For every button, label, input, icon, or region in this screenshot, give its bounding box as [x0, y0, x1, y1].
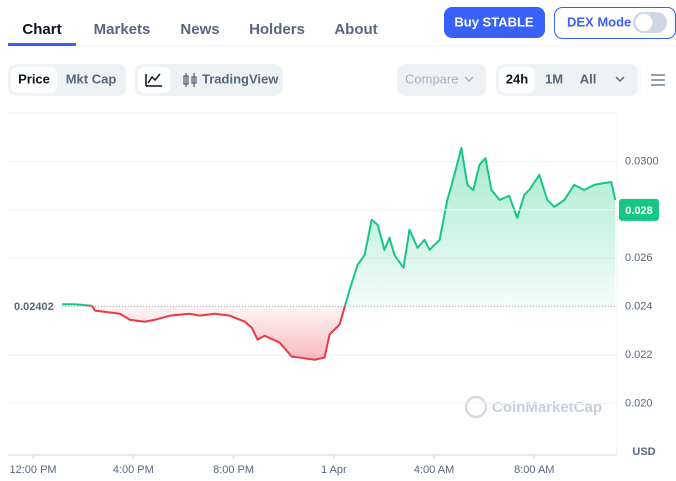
tab[interactable]: Holders [249, 21, 305, 38]
compare-label: Compare [405, 71, 458, 86]
price-button[interactable] [11, 67, 57, 93]
tab[interactable]: About [334, 21, 377, 38]
x-tick-label: 8:00 PM [213, 464, 254, 476]
active-tab-underline [8, 43, 76, 46]
range-label[interactable]: All [580, 71, 597, 86]
buy-button[interactable] [444, 7, 545, 38]
chart-type-group [135, 64, 283, 96]
tradingview-label[interactable]: TradingView [202, 71, 279, 86]
tab[interactable]: Chart [22, 21, 61, 38]
chevron [464, 76, 474, 83]
mkt-cap-label[interactable]: Mkt Cap [66, 71, 117, 86]
current-price-label: 0.028 [625, 205, 653, 217]
range-label[interactable]: 1M [545, 71, 563, 86]
current-price-badge [619, 198, 659, 221]
watermark: CoinMarketCap [492, 399, 602, 416]
x-tick-label: 8:00 AM [514, 464, 554, 476]
range-active[interactable] [499, 67, 535, 93]
price-label: Price [18, 71, 50, 86]
dex-mode-label: DEX Mode [567, 14, 631, 29]
x-tick-label: 12:00 PM [10, 464, 57, 476]
line-icon [145, 73, 162, 87]
y-tick-label: 0.022 [625, 349, 653, 361]
area [62, 147, 616, 360]
candle-icon [183, 73, 197, 87]
y-tick-label: 0.024 [625, 301, 653, 313]
x-tick-label: 4:00 PM [113, 464, 154, 476]
range-label[interactable]: 24h [506, 71, 528, 86]
tab[interactable]: News [180, 21, 219, 38]
watermark-logo [464, 395, 488, 419]
chevron [615, 76, 625, 83]
price-line [62, 146, 617, 361]
toggle-knob [635, 14, 653, 31]
baseline-label: 0.02402 [14, 301, 54, 313]
buy-button-label: Buy STABLE [454, 14, 534, 29]
tab[interactable]: Markets [94, 21, 151, 38]
compare-button[interactable] [397, 64, 486, 96]
y-tick-label: 0.020 [625, 397, 653, 409]
x-tick-label: 4:00 AM [414, 464, 454, 476]
y-tick-label: 0.026 [625, 252, 653, 264]
baseline-label-box [8, 297, 62, 316]
y-tick-label: 0.0300 [625, 155, 659, 167]
currency-label: USD [632, 446, 655, 458]
x-tick-label: 1 Apr [321, 464, 347, 476]
settings-icon[interactable] [651, 74, 665, 86]
